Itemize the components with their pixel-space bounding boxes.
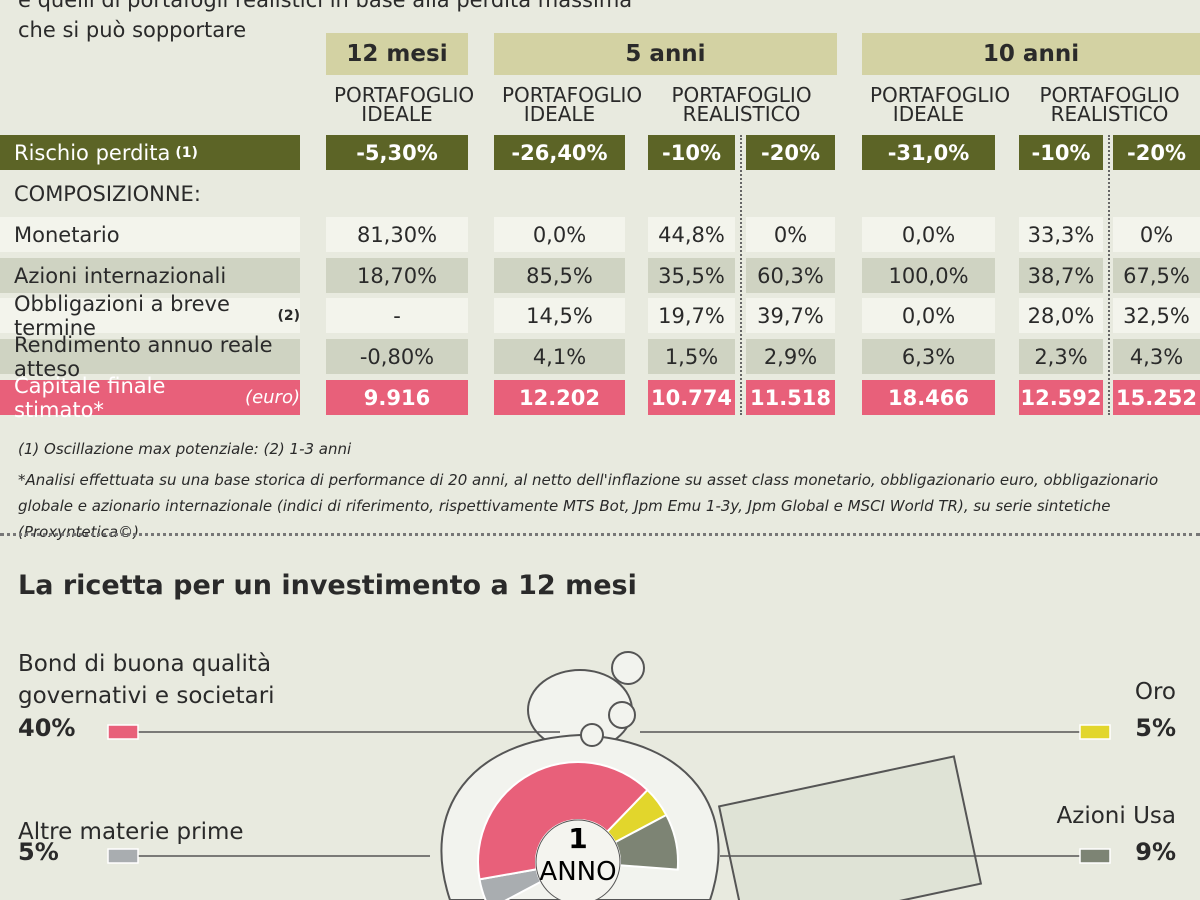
table-cell: 6,3% <box>862 339 995 374</box>
footnote: *Analisi effettuata su una base storica … <box>18 471 1159 541</box>
group-header: 5 anni <box>494 33 837 75</box>
table-cell: 0% <box>1113 217 1200 252</box>
table-cell: 81,30% <box>326 217 468 252</box>
table-cell: -10% <box>648 135 735 170</box>
row-label-text: Rendimento annuo reale atteso <box>14 332 273 381</box>
center-label: 1 <box>568 822 587 855</box>
header-line: e quelli di portafogli realistici in bas… <box>18 0 633 12</box>
table-cell: 60,3% <box>746 258 835 293</box>
row-note: (1) <box>175 144 198 161</box>
row-label: COMPOSIZIONNE: <box>0 176 300 211</box>
row-note: (2) <box>277 307 300 324</box>
column-header: PORTAFOGLIO IDEALE <box>502 83 643 126</box>
table-cell: 0% <box>746 217 835 252</box>
table-cell: -5,30% <box>326 135 468 170</box>
table-cell: 0,0% <box>862 217 995 252</box>
column-header: PORTAFOGLIO IDEALE <box>870 83 1011 126</box>
column-header: PORTAFOGLIO REALISTICO <box>1039 83 1180 126</box>
table-cell: 19,7% <box>648 298 735 333</box>
table-cell: 2,9% <box>746 339 835 374</box>
row-label: Obbligazioni a breve termine (2) <box>0 292 300 340</box>
row-label: Monetario <box>0 217 300 252</box>
table-cell: -20% <box>746 135 835 170</box>
table-cell: 4,3% <box>1113 339 1200 374</box>
column-header: PORTAFOGLIO IDEALE <box>334 83 475 126</box>
table-cell: -31,0% <box>862 135 995 170</box>
legend-value: 9% <box>1135 838 1176 866</box>
legend-swatch <box>1079 724 1111 740</box>
donut-hole <box>535 819 621 900</box>
group-header: 10 anni <box>862 33 1200 75</box>
table-cell: 9.916 <box>326 380 468 415</box>
legend-name: Bond di buona qualità governativi e soci… <box>18 651 275 709</box>
row-label-text: Azioni internazionali <box>14 263 227 288</box>
row-label: Rischio perdita (1) <box>0 135 300 170</box>
table-cell: 18,70% <box>326 258 468 293</box>
table-cell: 39,7% <box>746 298 835 333</box>
table-cell: 15.252 <box>1113 380 1200 415</box>
table-cell: 12.592 <box>1019 380 1103 415</box>
table-cell: -0,80% <box>326 339 468 374</box>
row-label-text: Capitale finale stimato* <box>14 373 166 422</box>
column-header: PORTAFOGLIO REALISTICO <box>671 83 812 126</box>
separator <box>0 533 1200 536</box>
table-cell: 67,5% <box>1113 258 1200 293</box>
footnote: (1) Oscillazione max potenziale: (2) 1-3… <box>18 440 352 458</box>
table-cell: 18.466 <box>862 380 995 415</box>
row-label-text: Monetario <box>14 222 120 247</box>
column-divider <box>740 135 742 415</box>
legend-name: Azioni Usa <box>1056 803 1176 829</box>
center-label: ANNO <box>539 857 616 887</box>
row-label-text: COMPOSIZIONNE: <box>14 181 201 206</box>
legend-swatch <box>107 724 139 740</box>
section-title: La ricetta per un investimento a 12 mesi <box>18 570 637 601</box>
table-cell: 11.518 <box>746 380 835 415</box>
table-cell: 44,8% <box>648 217 735 252</box>
table-cell: 0,0% <box>862 298 995 333</box>
table-cell: 1,5% <box>648 339 735 374</box>
legend-name: Oro <box>1134 679 1176 705</box>
table-cell: - <box>326 298 468 333</box>
row-label-text: Obbligazioni a breve termine <box>14 291 230 340</box>
group-header: 12 mesi <box>326 33 468 75</box>
table-cell: -26,40% <box>494 135 625 170</box>
row-unit: (euro) <box>245 387 300 408</box>
column-divider <box>1108 135 1110 415</box>
table-cell: 12.202 <box>494 380 625 415</box>
table-cell: 33,3% <box>1019 217 1103 252</box>
header-line: che si può sopportare <box>18 18 247 42</box>
legend-value: 5% <box>1135 714 1176 742</box>
table-cell: 14,5% <box>494 298 625 333</box>
legend-swatch <box>1079 848 1111 864</box>
table-cell: 10.774 <box>648 380 735 415</box>
row-label-text: Rischio perdita <box>14 140 171 165</box>
table-cell: 4,1% <box>494 339 625 374</box>
table-cell: 0,0% <box>494 217 625 252</box>
table-cell: -10% <box>1019 135 1103 170</box>
table-cell: 28,0% <box>1019 298 1103 333</box>
table-cell: -20% <box>1113 135 1200 170</box>
table-cell: 35,5% <box>648 258 735 293</box>
table-cell: 38,7% <box>1019 258 1103 293</box>
legend-name: Altre materie prime <box>18 819 244 845</box>
row-label: Rendimento annuo reale atteso <box>0 333 300 381</box>
table-cell: 32,5% <box>1113 298 1200 333</box>
legend-value: 40% <box>18 714 76 742</box>
legend-swatch <box>107 848 139 864</box>
table-cell: 2,3% <box>1019 339 1103 374</box>
legend-value: 5% <box>18 838 59 866</box>
row-label: Azioni internazionali <box>0 258 300 293</box>
row-label: Capitale finale stimato* (euro) <box>0 374 300 422</box>
table-cell: 100,0% <box>862 258 995 293</box>
table-cell: 85,5% <box>494 258 625 293</box>
